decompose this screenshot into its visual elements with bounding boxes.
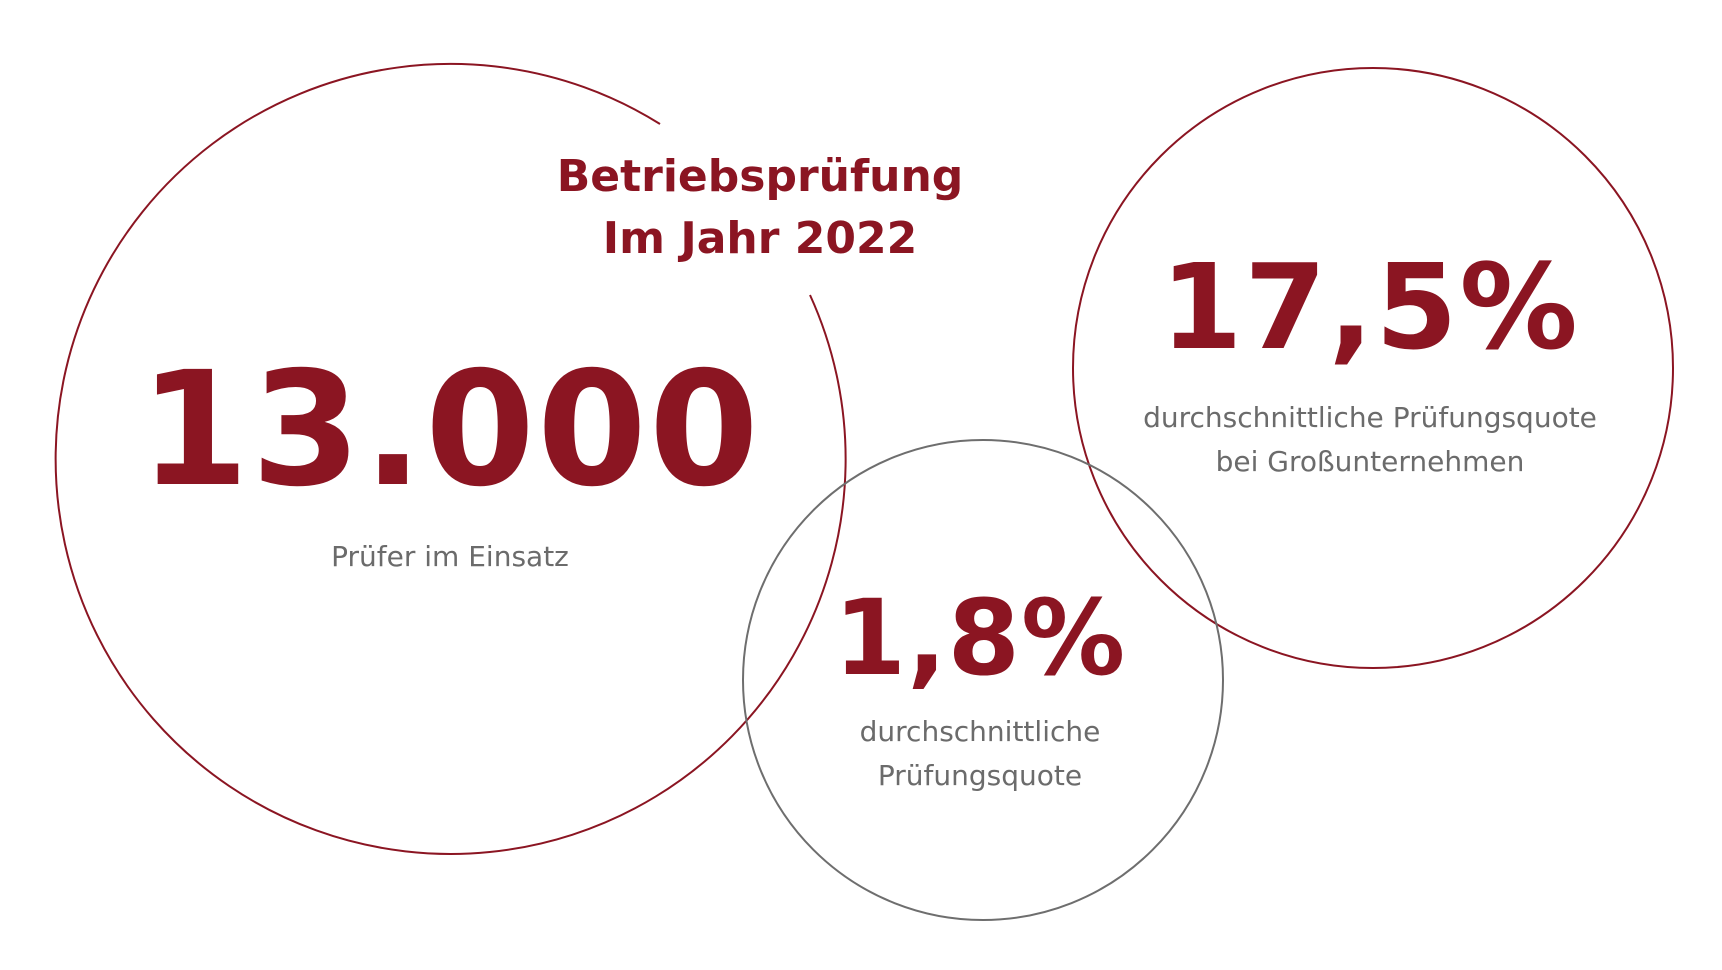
- circle-quote: [742, 439, 1224, 921]
- title-line-1: Betriebsprüfung: [556, 151, 964, 202]
- stat-quote-label: durchschnittliche Prüfungsquote: [820, 710, 1140, 798]
- circle-quote-gross: [1072, 67, 1674, 669]
- page-title: Betriebsprüfung Im Jahr 2022: [540, 146, 980, 270]
- stat-pruefer-value: 13.000: [139, 338, 761, 522]
- stat-quote-value: 1,8%: [833, 577, 1127, 699]
- stat-quote-label-line-1: durchschnittliche: [859, 715, 1101, 748]
- stat-quote-gross-label-line-1: durchschnittliche Prüfungsquote: [1143, 401, 1597, 434]
- stat-quote-gross-label-line-2: bei Großunternehmen: [1215, 445, 1525, 478]
- stat-quote-gross-label: durchschnittliche Prüfungsquote bei Groß…: [1100, 396, 1640, 484]
- stat-quote-gross-value: 17,5%: [1160, 238, 1580, 376]
- stat-quote-label-line-2: Prüfungsquote: [877, 759, 1083, 792]
- title-line-2: Im Jahr 2022: [602, 213, 918, 264]
- circle-pruefer: [54, 62, 847, 855]
- stat-pruefer-label: Prüfer im Einsatz: [331, 540, 569, 573]
